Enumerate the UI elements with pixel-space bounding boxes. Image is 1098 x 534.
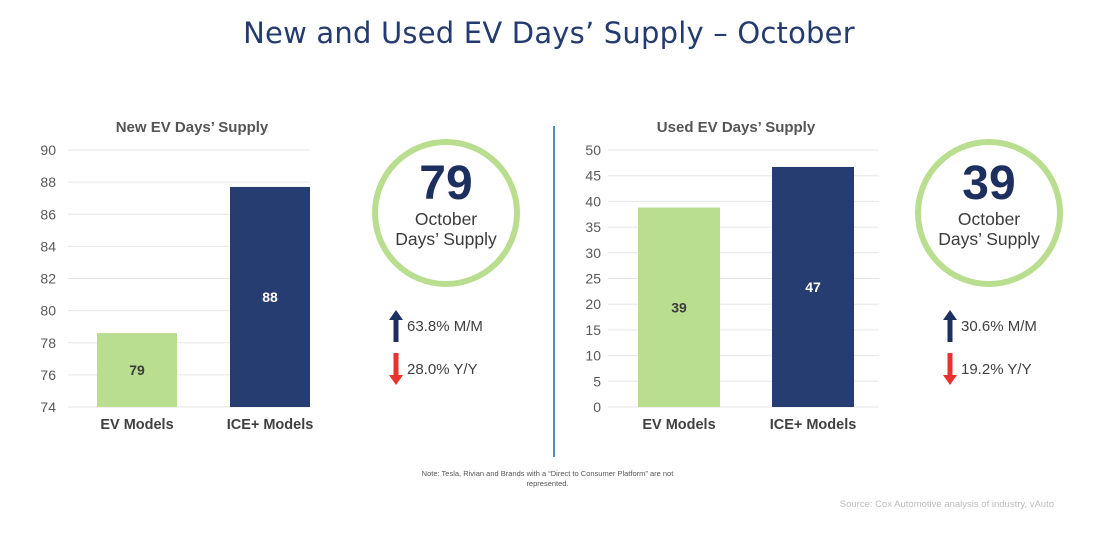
bar-data-label: 88 xyxy=(262,289,278,305)
y-tick-label: 45 xyxy=(585,168,601,184)
used-ev-kpi-label-line2: Days’ Supply xyxy=(938,229,1040,249)
x-category-label: ICE+ Models xyxy=(227,417,314,433)
new-ev-kpi-label-line1: October xyxy=(414,209,478,229)
new-ev-yy-text: 28.0% Y/Y xyxy=(407,360,478,378)
footnote: Note: Tesla, Rivian and Brands with a “D… xyxy=(421,469,674,488)
new-ev-kpi-label-line2: Days’ Supply xyxy=(395,229,497,249)
used-ev-mm-text: 30.6% M/M xyxy=(961,317,1037,335)
y-tick-label: 20 xyxy=(585,296,601,312)
y-tick-label: 90 xyxy=(40,142,56,158)
used-ev-kpi-circle: 39 October Days’ Supply xyxy=(915,139,1063,287)
bar-ev-models xyxy=(638,207,720,407)
y-tick-label: 82 xyxy=(40,271,56,287)
y-tick-label: 86 xyxy=(40,206,56,222)
new-ev-kpi-value: 79 xyxy=(419,157,473,210)
section-divider xyxy=(553,126,555,457)
arrow-up-icon xyxy=(389,310,403,342)
used-ev-days-supply-chart: Used EV Days’ Supply 0 5 10 15 20 25 30 35 40 45 50… xyxy=(585,119,879,433)
x-category-label: EV Models xyxy=(642,417,715,433)
y-tick-label: 40 xyxy=(585,193,601,209)
new-ev-kpi-circle: 79 October Days’ Supply xyxy=(372,139,520,287)
new-ev-mm-text: 63.8% M/M xyxy=(407,317,483,335)
bar-data-label: 79 xyxy=(129,362,145,378)
x-category-label: EV Models xyxy=(100,417,173,433)
y-tick-label: 88 xyxy=(40,174,56,190)
arrow-up-icon xyxy=(943,310,957,342)
new-ev-yy-change: 28.0% Y/Y xyxy=(389,353,478,385)
y-tick-label: 35 xyxy=(585,219,601,235)
arrow-down-icon xyxy=(943,353,957,385)
used-ev-mm-change: 30.6% M/M xyxy=(943,310,1037,342)
bar-ev-models xyxy=(97,333,177,407)
y-tick-label: 25 xyxy=(585,271,601,287)
bar-ice-models xyxy=(772,166,854,407)
used-ev-yy-change: 19.2% Y/Y xyxy=(943,353,1032,385)
y-tick-label: 5 xyxy=(593,373,601,389)
new-ev-mm-change: 63.8% M/M xyxy=(389,310,483,342)
y-tick-label: 30 xyxy=(585,245,601,261)
y-tick-label: 50 xyxy=(585,142,601,158)
arrow-down-icon xyxy=(389,353,403,385)
chart-title: New EV Days’ Supply xyxy=(116,119,269,136)
bar-data-label: 47 xyxy=(805,279,821,295)
y-tick-label: 15 xyxy=(585,322,601,338)
used-ev-kpi-value: 39 xyxy=(962,157,1016,210)
page-title: New and Used EV Days’ Supply – October xyxy=(243,16,855,50)
y-tick-label: 10 xyxy=(585,348,601,364)
new-ev-days-supply-chart: New EV Days’ Supply 74 76 78 80 82 84 86 88 90 79 E… xyxy=(40,119,314,433)
y-tick-label: 84 xyxy=(40,238,56,254)
used-ev-kpi-label-line1: October xyxy=(957,209,1021,229)
y-tick-label: 76 xyxy=(40,367,56,383)
used-ev-yy-text: 19.2% Y/Y xyxy=(961,360,1032,378)
source-citation: Source: Cox Automotive analysis of indus… xyxy=(839,499,1054,510)
y-tick-label: 78 xyxy=(40,335,56,351)
bar-ice-models xyxy=(230,186,310,407)
x-category-label: ICE+ Models xyxy=(770,417,857,433)
y-tick-label: 74 xyxy=(40,399,56,415)
y-tick-label: 80 xyxy=(40,303,56,319)
chart-title: Used EV Days’ Supply xyxy=(657,119,816,136)
bar-data-label: 39 xyxy=(671,299,687,315)
y-tick-label: 0 xyxy=(593,399,601,415)
